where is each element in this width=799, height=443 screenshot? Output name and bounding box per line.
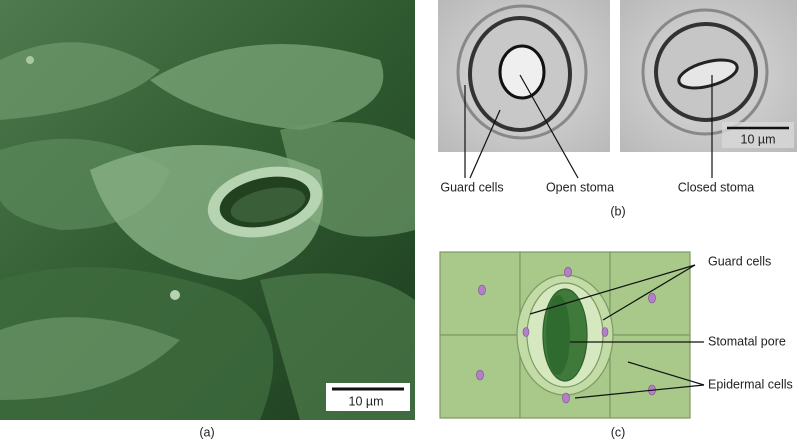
nuclei	[476, 266, 656, 404]
callout-label: Guard cells	[708, 254, 771, 268]
panel-label: (a)	[199, 425, 214, 439]
micrograph-open	[438, 0, 610, 152]
callout-label: Closed stoma	[678, 180, 754, 194]
panel-label: (c)	[611, 425, 626, 439]
epidermis-diagram	[439, 251, 691, 419]
scale-bar-label: 10 µm	[741, 132, 776, 146]
callout-label: Guard cells	[440, 180, 503, 194]
sem-image	[0, 0, 415, 420]
micrograph-closed	[620, 0, 797, 152]
panel-label: (b)	[610, 204, 625, 218]
callout-label: Open stoma	[546, 180, 614, 194]
scale-bar-label: 10 µm	[349, 394, 384, 408]
callout-lines	[529, 264, 705, 399]
callout-label: Stomatal pore	[708, 334, 786, 348]
callout-label: Epidermal cells	[708, 377, 793, 391]
callout-lines	[464, 74, 713, 179]
